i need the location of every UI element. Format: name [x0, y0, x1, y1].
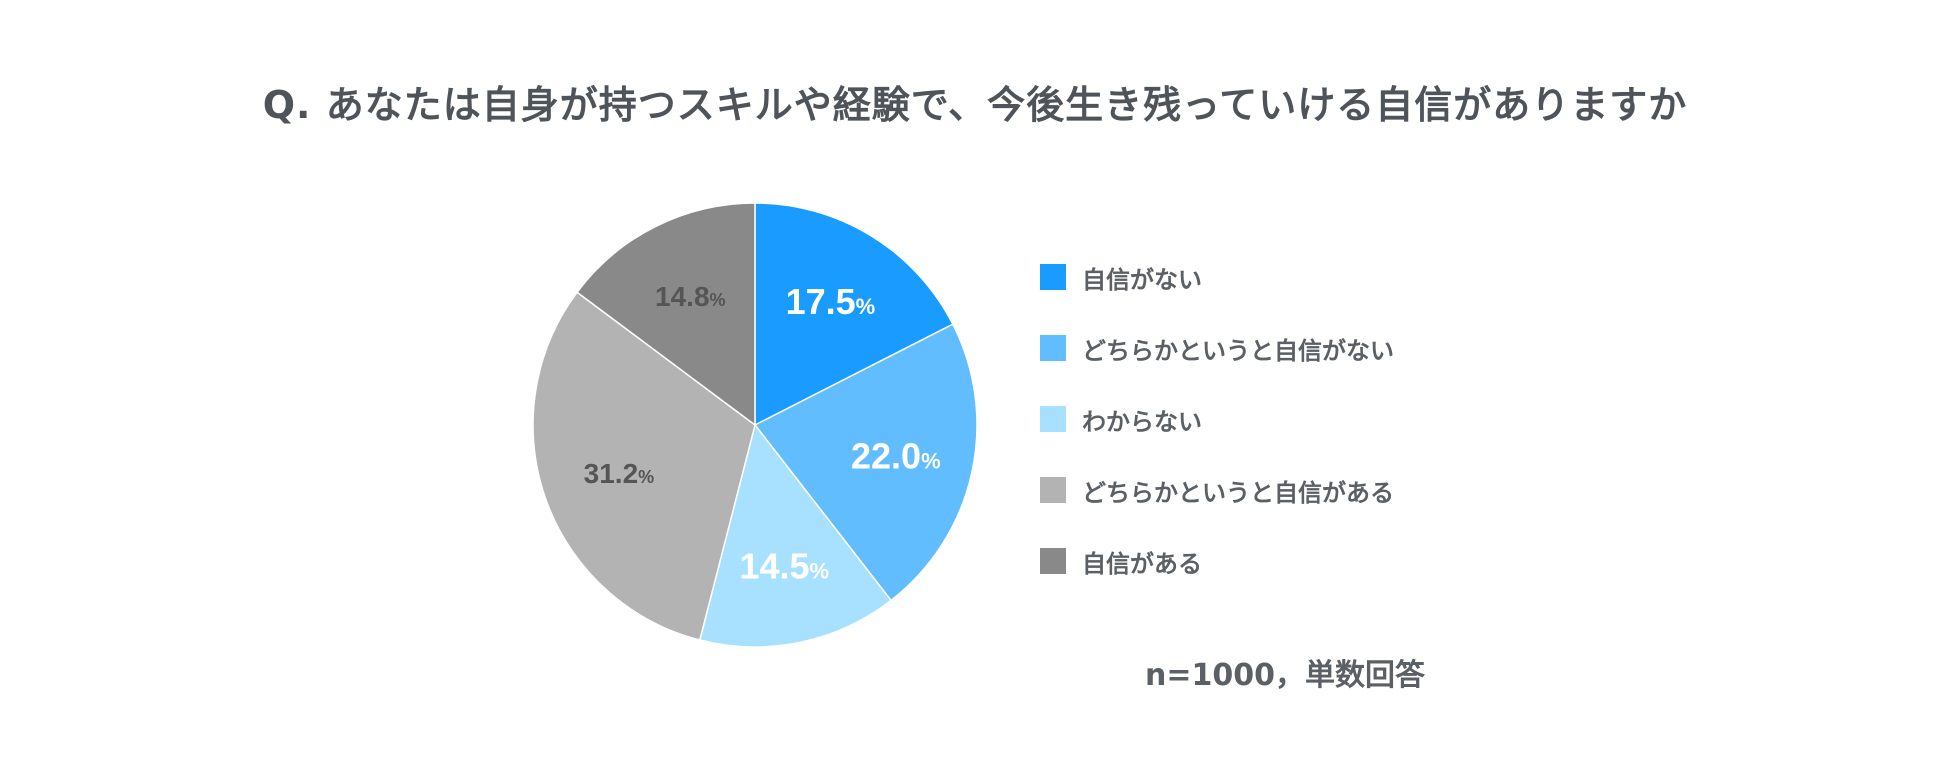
chart-title: Q. あなたは自身が持つスキルや経験で、今後生き残っていける自信がありますか — [262, 83, 1688, 127]
slice-value-label-3: 31.2% — [584, 458, 655, 489]
legend-item-0: 自信がない — [1040, 262, 1394, 294]
legend-swatch-4 — [1040, 548, 1066, 574]
slice-value-label-4: 14.8% — [655, 281, 726, 312]
sample-note: n=1000，単数回答 — [1145, 658, 1425, 693]
legend-label-1: どちらかというと自信がない — [1082, 336, 1394, 365]
legend-label-4: 自信がある — [1082, 549, 1202, 578]
legend-item-1: どちらかというと自信がない — [1040, 333, 1394, 365]
legend-swatch-1 — [1040, 335, 1066, 361]
legend-label-3: どちらかというと自信がある — [1082, 478, 1394, 507]
legend-swatch-2 — [1040, 406, 1066, 432]
legend-swatch-3 — [1040, 477, 1066, 503]
legend-item-2: わからない — [1040, 404, 1394, 436]
legend-item-4: 自信がある — [1040, 546, 1394, 578]
pie-slice-4 — [576, 202, 756, 427]
legend-item-3: どちらかというと自信がある — [1040, 475, 1394, 507]
legend-label-2: わからない — [1082, 407, 1202, 436]
slice-value-label-0: 17.5% — [786, 281, 876, 322]
slice-value-label-2: 14.5% — [739, 545, 829, 586]
pie-slice-3 — [532, 291, 756, 641]
pie-slice-1 — [753, 323, 978, 602]
legend-swatch-0 — [1040, 264, 1066, 290]
slice-value-label-1: 22.0% — [851, 435, 941, 476]
pie-slice-2 — [698, 423, 893, 648]
pie-slice-0 — [754, 202, 954, 427]
legend-label-0: 自信がない — [1082, 265, 1202, 294]
legend: 自信がないどちらかというと自信がない わからないどちらかというと自信がある 自信があ… — [1040, 262, 1394, 617]
